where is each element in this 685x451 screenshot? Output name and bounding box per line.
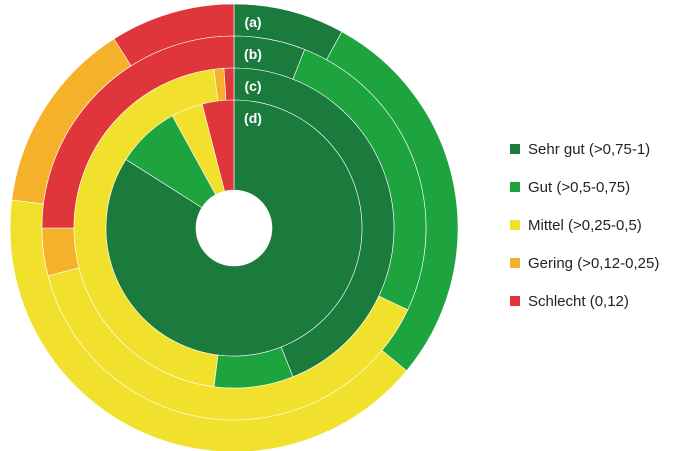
legend-swatch — [510, 220, 520, 230]
legend-swatch — [510, 182, 520, 192]
legend-swatch — [510, 144, 520, 154]
legend-label: Gut (>0,5-0,75) — [528, 178, 631, 196]
segment-ring-1-cat-3 — [41, 227, 80, 277]
ring-label-2: (c) — [244, 78, 261, 94]
legend-label: Gering (>0,12-0,25) — [528, 254, 660, 272]
ring-label-3: (d) — [244, 110, 262, 126]
legend: Sehr gut (>0,75-1) Gut (>0,5-0,75) Mittel … — [510, 130, 680, 320]
legend-item: Mittel (>0,25-0,5) — [510, 206, 680, 244]
legend-swatch — [510, 296, 520, 306]
ring-labels: (a) (b) (c) (d) — [244, 14, 262, 126]
ring-label-1: (b) — [244, 46, 262, 62]
legend-swatch — [510, 258, 520, 268]
legend-item: Gut (>0,5-0,75) — [510, 168, 680, 206]
legend-item: Schlecht (0,12) — [510, 282, 680, 320]
legend-item: Gering (>0,12-0,25) — [510, 244, 680, 282]
segment-ring-3-cat-0 — [105, 99, 363, 357]
segment-ring-3-cat-4 — [201, 99, 235, 192]
segment-ring-2-cat-4 — [223, 67, 235, 101]
legend-label: Schlecht (0,12) — [528, 292, 629, 310]
legend-label: Sehr gut (>0,75-1) — [528, 140, 651, 158]
nested-donut-chart: (a) (b) (c) (d) — [9, 3, 459, 451]
donut-segments — [9, 3, 459, 451]
legend-label: Mittel (>0,25-0,5) — [528, 216, 642, 234]
ring-label-0: (a) — [244, 14, 261, 30]
legend-item: Sehr gut (>0,75-1) — [510, 130, 680, 168]
